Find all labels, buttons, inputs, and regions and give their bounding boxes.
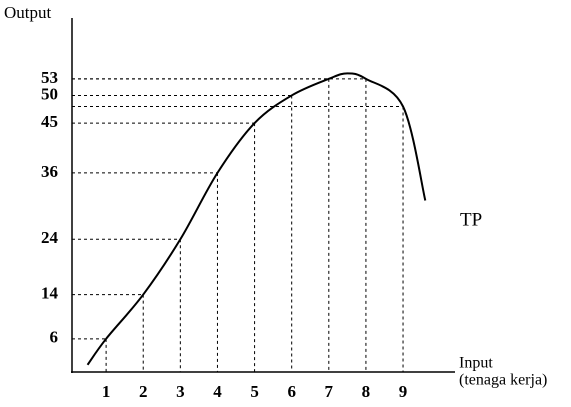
y-tick-label: 14 (41, 283, 59, 302)
x-tick-label: 7 (325, 382, 334, 401)
y-tick-label: 50 (41, 84, 58, 103)
x-tick-label: 3 (176, 382, 185, 401)
y-axis-label: Output (4, 3, 52, 22)
x-tick-label: 5 (250, 382, 259, 401)
y-tick-label: 24 (41, 228, 59, 247)
x-tick-label: 4 (213, 382, 222, 401)
y-tick-label: 36 (41, 162, 58, 181)
x-tick-label: 1 (102, 382, 111, 401)
x-axis-label: Input (459, 355, 493, 372)
y-tick-label: 53 (41, 68, 58, 87)
y-tick-label: 6 (50, 328, 59, 347)
x-tick-label: 2 (139, 382, 148, 401)
series-label: TP (460, 209, 482, 230)
x-axis-label: (tenaga kerja) (459, 372, 547, 389)
x-tick-label: 9 (399, 382, 408, 401)
x-tick-label: 8 (362, 382, 371, 401)
tp-curve (86, 72, 427, 366)
y-tick-label: 45 (41, 112, 58, 131)
x-tick-label: 6 (287, 382, 296, 401)
